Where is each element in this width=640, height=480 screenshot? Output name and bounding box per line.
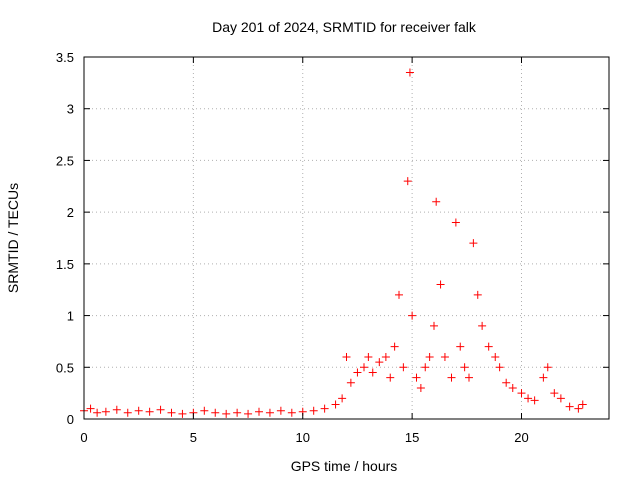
data-point [517, 389, 526, 398]
data-point [233, 408, 242, 417]
data-point [134, 406, 143, 415]
data-point [574, 404, 583, 413]
x-tick-label: 15 [405, 430, 419, 445]
y-tick-label: 3 [67, 102, 74, 117]
data-point [287, 408, 296, 417]
data-point [447, 373, 456, 382]
data-point [530, 396, 539, 405]
data-point [484, 342, 493, 351]
data-point [364, 352, 373, 361]
data-point [565, 402, 574, 411]
data-point [211, 408, 220, 417]
data-point [255, 407, 263, 416]
data-point [390, 342, 399, 351]
data-point [405, 68, 414, 77]
data-point [432, 197, 441, 206]
data-point [222, 409, 231, 418]
data-points [80, 68, 587, 418]
data-point [265, 408, 274, 417]
data-point [395, 290, 403, 299]
data-point [353, 368, 362, 377]
data-point [346, 378, 355, 387]
x-tick-label: 10 [296, 430, 310, 445]
data-point [556, 394, 565, 403]
y-tick-label: 1 [67, 309, 74, 324]
data-point [469, 239, 478, 248]
data-point [578, 400, 587, 409]
data-point [473, 290, 482, 299]
data-point [386, 373, 395, 382]
data-point [101, 407, 110, 416]
data-point [543, 363, 552, 372]
data-point [375, 358, 384, 367]
y-tick-label: 3.5 [56, 50, 74, 65]
data-point [244, 409, 253, 418]
data-point [381, 352, 390, 361]
data-point [156, 405, 165, 414]
data-point [178, 409, 187, 418]
y-tick-label: 0 [67, 412, 74, 427]
x-tick-label: 5 [190, 430, 197, 445]
data-point [338, 394, 347, 403]
data-point [123, 408, 132, 417]
data-point [502, 378, 511, 387]
data-point [478, 321, 487, 330]
data-point [276, 406, 285, 415]
plot-frame [83, 56, 610, 420]
data-point [550, 389, 559, 398]
data-point [465, 373, 473, 382]
data-point [456, 342, 465, 351]
grid [84, 57, 609, 419]
data-point [491, 352, 500, 361]
data-point [508, 383, 517, 392]
y-axis-label: SRMTID / TECUs [5, 183, 21, 293]
data-point [331, 400, 340, 409]
data-point [403, 177, 412, 186]
data-point [436, 280, 445, 289]
data-point [399, 363, 408, 372]
data-point [368, 368, 377, 377]
data-point [342, 352, 351, 361]
x-tick-label: 20 [514, 430, 528, 445]
data-point [360, 363, 368, 372]
data-point [112, 405, 121, 414]
data-point [145, 407, 154, 416]
data-point [167, 408, 176, 417]
x-tick-label: 0 [80, 430, 87, 445]
axis-ticks: 0 5 10 15 20 0 0.5 1 1.5 2 2.5 3 3.5 [56, 50, 609, 445]
data-point [309, 406, 318, 415]
y-tick-label: 2.5 [56, 153, 74, 168]
data-point [416, 383, 425, 392]
data-point [539, 373, 548, 382]
data-point [524, 394, 533, 403]
data-point [440, 352, 449, 361]
data-point [425, 352, 434, 361]
data-point [460, 363, 469, 372]
y-tick-label: 0.5 [56, 360, 74, 375]
y-tick-label: 2 [67, 205, 74, 220]
data-point [200, 406, 209, 415]
x-axis-label: GPS time / hours [291, 458, 398, 474]
data-point [412, 373, 421, 382]
data-point [430, 321, 438, 330]
y-tick-label: 1.5 [56, 257, 74, 272]
data-point [495, 363, 504, 372]
chart-title: Day 201 of 2024, SRMTID for receiver fal… [212, 19, 477, 35]
data-point [421, 363, 430, 372]
data-point [320, 404, 329, 413]
data-point [451, 218, 460, 227]
data-point [86, 404, 95, 413]
data-point [408, 311, 417, 320]
data-point [93, 408, 102, 417]
